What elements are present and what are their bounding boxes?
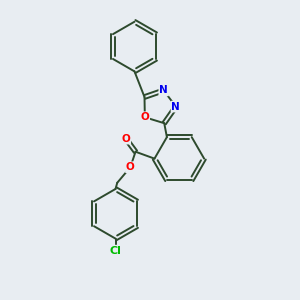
- Text: O: O: [122, 134, 130, 144]
- Text: Cl: Cl: [110, 246, 122, 256]
- Text: N: N: [159, 85, 168, 95]
- Text: N: N: [172, 102, 180, 112]
- Text: O: O: [140, 112, 149, 122]
- Text: O: O: [126, 162, 135, 172]
